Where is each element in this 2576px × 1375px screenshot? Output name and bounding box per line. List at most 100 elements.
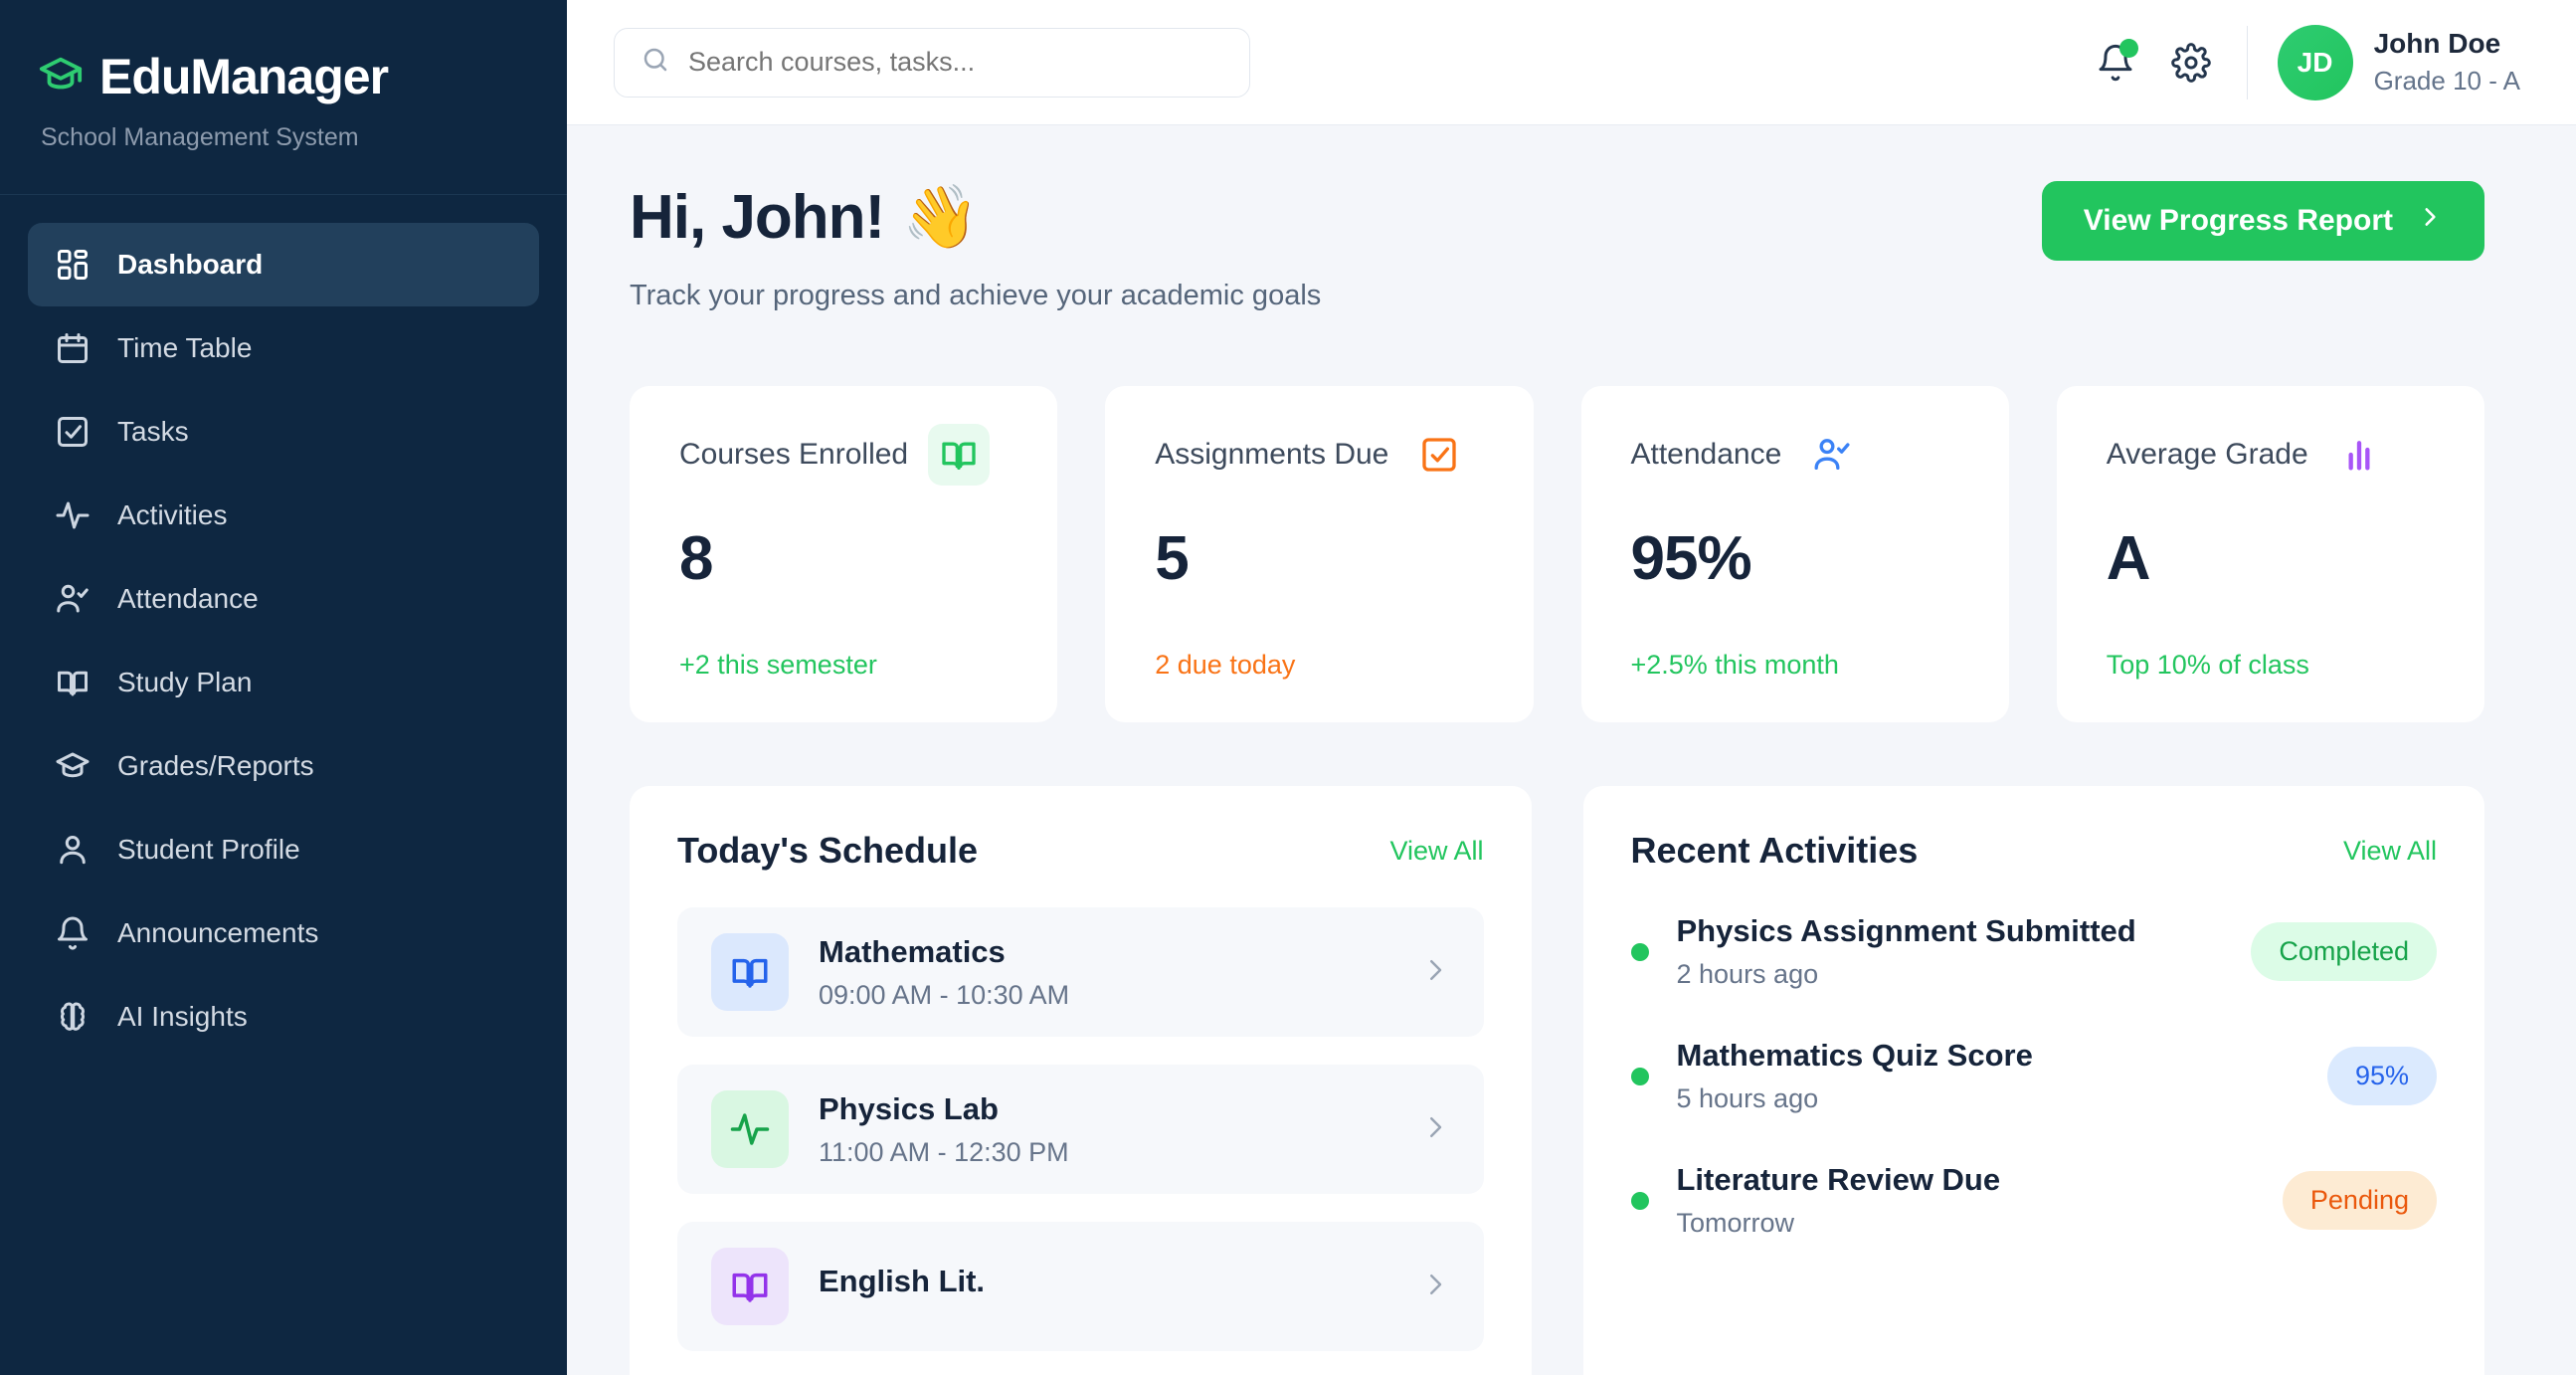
stat-value: A xyxy=(2106,524,2151,593)
sidebar-item-label: Grades/Reports xyxy=(117,750,314,781)
check-square-icon xyxy=(54,413,92,451)
user-name: John Doe xyxy=(2373,28,2501,59)
activity-item-name: Physics Assignment Submitted xyxy=(1676,913,2136,948)
sidebar-item-label: Attendance xyxy=(117,583,259,614)
activity-item-name: Literature Review Due xyxy=(1676,1162,2001,1197)
activity-item[interactable]: Physics Assignment Submitted 2 hours ago C… xyxy=(1630,913,2437,990)
status-dot-icon xyxy=(1630,1067,1649,1085)
calendar-icon xyxy=(54,329,92,367)
sidebar-item-study-plan[interactable]: Study Plan xyxy=(28,641,539,724)
sidebar-item-grades-reports[interactable]: Grades/Reports xyxy=(28,724,539,808)
schedule-item[interactable]: Mathematics 09:00 AM - 10:30 AM xyxy=(677,907,1484,1037)
status-dot-icon xyxy=(1630,1191,1649,1210)
avatar: JD xyxy=(2277,24,2353,100)
stat-card: Average Grade A Top 10% of class xyxy=(2056,386,2484,722)
sidebar-item-dashboard[interactable]: Dashboard xyxy=(28,223,539,306)
bar-chart-icon xyxy=(2328,424,2390,486)
brand-block: EduManager School Management System xyxy=(0,0,567,152)
notification-dot xyxy=(2118,38,2138,58)
stat-value: 5 xyxy=(1155,524,1189,593)
view-progress-report-button[interactable]: View Progress Report xyxy=(2041,181,2484,261)
cta-label: View Progress Report xyxy=(2083,204,2393,237)
page-title: Hi, John! 👋 xyxy=(630,181,1321,254)
schedule-item-name: Mathematics xyxy=(819,933,1006,969)
sidebar-item-ai-insights[interactable]: AI Insights xyxy=(28,975,539,1059)
greeting-row: Hi, John! 👋 Track your progress and achi… xyxy=(630,181,2484,312)
activity-item-time: 2 hours ago xyxy=(1676,959,1819,989)
activity-item[interactable]: Literature Review Due Tomorrow Pending xyxy=(1630,1162,2437,1239)
search-icon xyxy=(641,45,670,80)
brain-icon xyxy=(54,998,92,1036)
sidebar-item-student-profile[interactable]: Student Profile xyxy=(28,808,539,891)
schedule-item[interactable]: Physics Lab 11:00 AM - 12:30 PM xyxy=(677,1065,1484,1194)
sidebar-item-label: Study Plan xyxy=(117,667,253,697)
sidebar-item-label: Dashboard xyxy=(117,249,264,280)
schedule-title: Today's Schedule xyxy=(677,830,978,871)
stat-label: Average Grade xyxy=(2106,438,2308,471)
stat-value: 95% xyxy=(1630,524,1752,593)
open-book-icon xyxy=(54,664,92,701)
sidebar-item-label: Activities xyxy=(117,499,228,530)
schedule-item-name: English Lit. xyxy=(819,1264,986,1298)
stat-card: Courses Enrolled 8 +2 this semester xyxy=(630,386,1058,722)
settings-button[interactable] xyxy=(2153,25,2229,100)
chevron-right-icon xyxy=(1420,1112,1450,1147)
open-book-icon xyxy=(711,933,789,1011)
stat-card: Attendance 95% +2.5% this month xyxy=(1580,386,2009,722)
activity-pulse-icon xyxy=(711,1090,789,1168)
notifications-button[interactable] xyxy=(2078,25,2153,100)
stat-note: +2.5% this month xyxy=(1630,650,1839,680)
grid-icon xyxy=(54,246,92,284)
chevron-right-icon xyxy=(1420,1270,1450,1304)
stat-note: 2 due today xyxy=(1155,650,1296,680)
stat-label: Courses Enrolled xyxy=(679,438,909,471)
schedule-panel: Today's Schedule View All Mathematics 09:… xyxy=(630,786,1532,1375)
activity-item-name: Mathematics Quiz Score xyxy=(1676,1038,2033,1073)
user-check-icon xyxy=(54,580,92,618)
brand-subtitle: School Management System xyxy=(41,123,359,151)
stat-note: Top 10% of class xyxy=(2106,650,2309,680)
schedule-item-time: 09:00 AM - 10:30 AM xyxy=(819,979,1070,1010)
schedule-list: Mathematics 09:00 AM - 10:30 AM Physics La… xyxy=(677,907,1484,1351)
bell-icon xyxy=(54,914,92,952)
chevron-right-icon xyxy=(1420,955,1450,990)
sidebar-item-attendance[interactable]: Attendance xyxy=(28,557,539,641)
status-dot-icon xyxy=(1630,942,1649,961)
page-content: Hi, John! 👋 Track your progress and achi… xyxy=(567,125,2576,1375)
sidebar-item-tasks[interactable]: Tasks xyxy=(28,390,539,474)
schedule-item-name: Physics Lab xyxy=(819,1090,999,1126)
schedule-item-time: 11:00 AM - 12:30 PM xyxy=(819,1136,1069,1167)
sidebar-divider xyxy=(0,194,567,195)
greeting-subtitle: Track your progress and achieve your aca… xyxy=(630,280,1322,311)
search-box[interactable] xyxy=(614,27,1250,98)
topbar-right: JD John Doe Grade 10 - A xyxy=(2078,24,2520,100)
sidebar-item-time-table[interactable]: Time Table xyxy=(28,306,539,390)
search-input[interactable] xyxy=(688,47,1223,78)
sidebar-nav: Dashboard Time Table Tasks Activities Attend… xyxy=(0,195,567,1059)
activity-item[interactable]: Mathematics Quiz Score 5 hours ago 95% xyxy=(1630,1038,2437,1114)
sidebar-item-label: Student Profile xyxy=(117,834,300,865)
stat-note: +2 this semester xyxy=(679,650,877,680)
schedule-view-all-link[interactable]: View All xyxy=(1389,835,1484,866)
activity-pulse-icon xyxy=(54,496,92,534)
graduation-cap-icon xyxy=(38,52,84,102)
check-square-icon xyxy=(1408,424,1470,486)
sidebar-item-label: AI Insights xyxy=(117,1001,248,1032)
activities-list: Physics Assignment Submitted 2 hours ago C… xyxy=(1630,913,2437,1239)
user-menu[interactable]: JD John Doe Grade 10 - A xyxy=(2277,24,2520,100)
chevron-right-icon xyxy=(2417,204,2443,238)
schedule-item[interactable]: English Lit. xyxy=(677,1222,1484,1351)
brand-name: EduManager xyxy=(99,49,389,104)
main-area: JD John Doe Grade 10 - A Hi, John! 👋 Tra… xyxy=(567,0,2576,1375)
user-role: Grade 10 - A xyxy=(2373,66,2520,96)
activity-item-time: 5 hours ago xyxy=(1676,1083,1819,1113)
open-book-icon xyxy=(928,424,991,486)
activities-view-all-link[interactable]: View All xyxy=(2342,835,2437,866)
open-book-icon xyxy=(711,1248,789,1325)
sidebar-item-announcements[interactable]: Announcements xyxy=(28,891,539,975)
greeting-text: Hi, John! xyxy=(630,183,885,252)
sidebar-item-activities[interactable]: Activities xyxy=(28,474,539,557)
panels: Today's Schedule View All Mathematics 09:… xyxy=(630,786,2484,1375)
topbar: JD John Doe Grade 10 - A xyxy=(567,0,2576,125)
